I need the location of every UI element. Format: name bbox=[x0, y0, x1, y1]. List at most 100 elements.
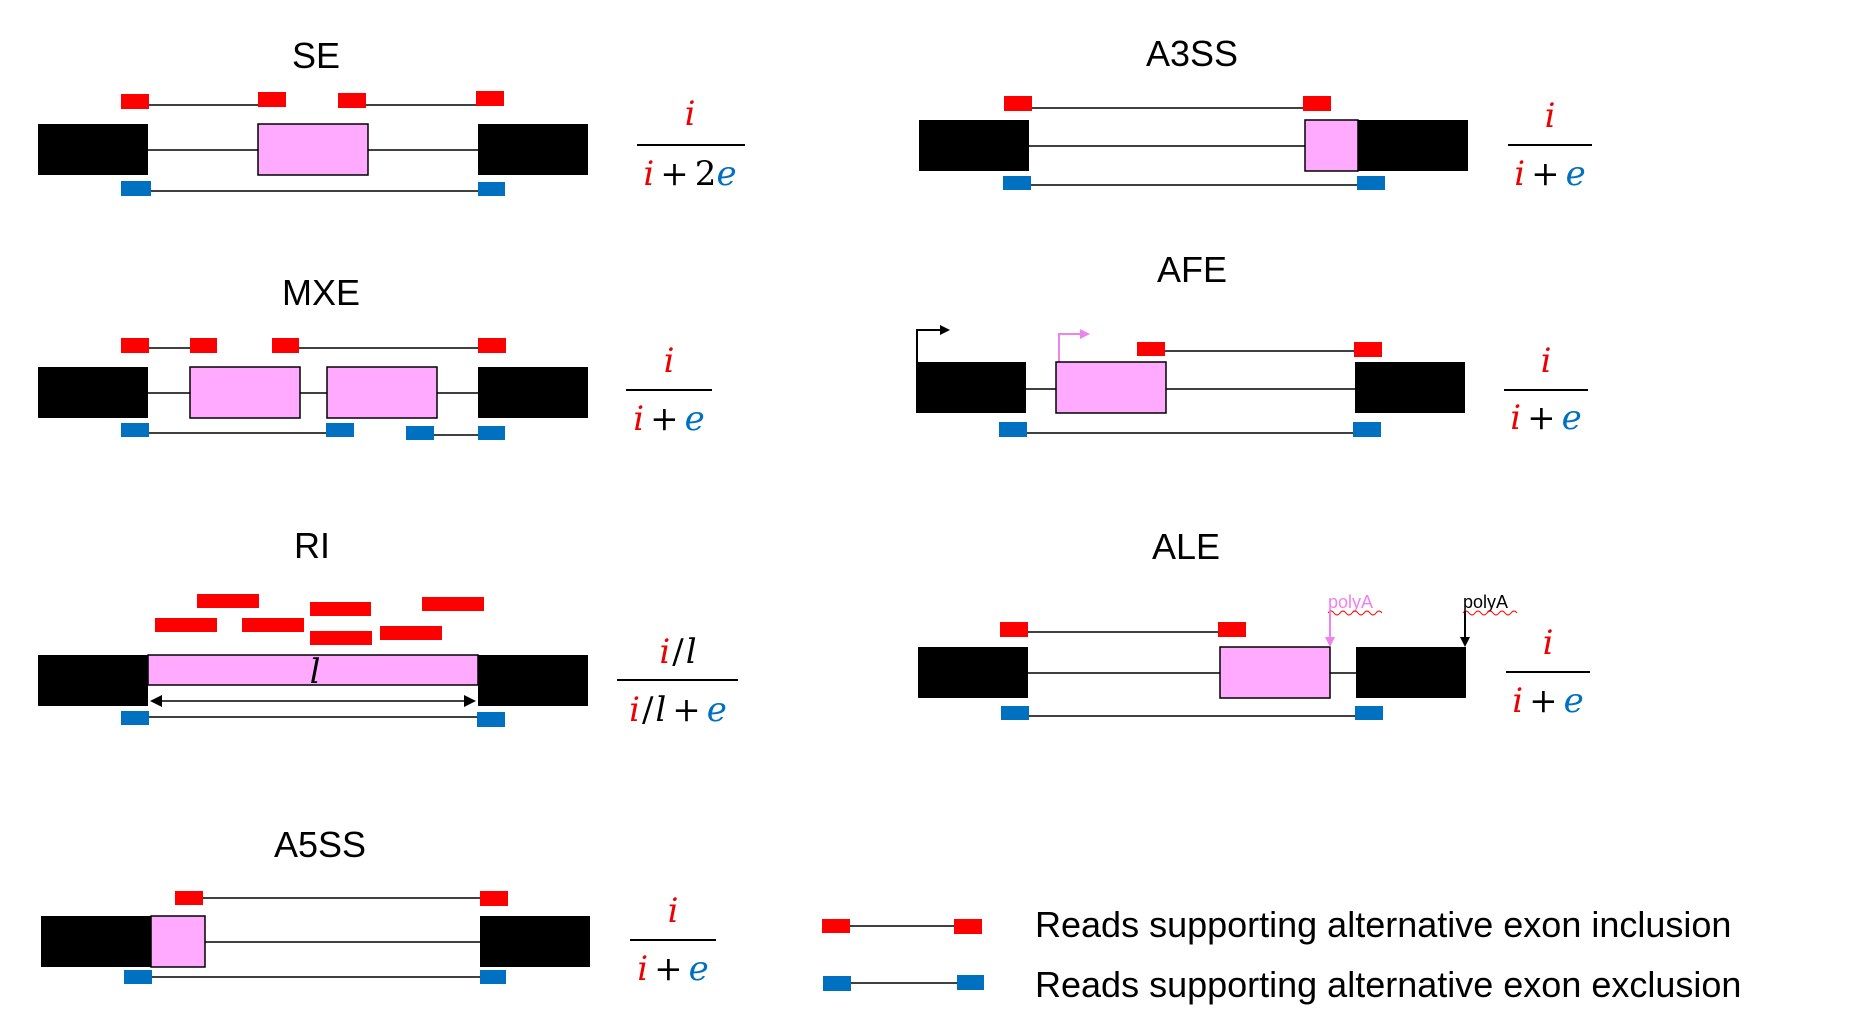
inclusion-read bbox=[1004, 96, 1032, 111]
tss-arrowhead-icon bbox=[940, 325, 950, 335]
exclusion-read bbox=[480, 970, 506, 984]
alternative-3ss-extension bbox=[1304, 119, 1359, 172]
a5ss-formula-denominator: i + e bbox=[637, 949, 709, 989]
last-exon bbox=[1356, 647, 1466, 698]
inclusion-read bbox=[175, 891, 203, 905]
constitutive-exon-downstream bbox=[478, 124, 588, 175]
ale-formula-numerator: i bbox=[1543, 623, 1554, 663]
legend-inclusion-read bbox=[822, 919, 850, 933]
legend: Reads supporting alternative exon inclus… bbox=[822, 904, 1741, 1005]
alternative-5ss-extension bbox=[150, 915, 206, 968]
exclusion-read bbox=[406, 426, 434, 440]
legend-exclusion-read bbox=[957, 975, 984, 990]
exclusion-read bbox=[124, 970, 152, 984]
polya-alt-arrowhead-icon bbox=[1325, 637, 1335, 647]
constitutive-exon-upstream bbox=[38, 124, 148, 175]
exclusion-read bbox=[121, 423, 149, 437]
constitutive-exon-downstream bbox=[478, 655, 588, 706]
inclusion-read bbox=[258, 92, 286, 107]
inclusion-read bbox=[1354, 342, 1382, 357]
inclusion-read bbox=[155, 618, 217, 632]
alternative-exon bbox=[257, 123, 369, 176]
spellcheck-underline bbox=[1462, 610, 1518, 616]
length-arrow-head-left bbox=[150, 695, 162, 707]
constitutive-exon-upstream bbox=[38, 367, 148, 418]
a3ss-panel: A3SS i i + e bbox=[919, 33, 1592, 194]
legend-exclusion-read bbox=[823, 976, 851, 991]
tss-arrow-icon bbox=[916, 329, 942, 362]
length-arrow-head-right bbox=[464, 695, 476, 707]
inclusion-read bbox=[310, 602, 371, 616]
inclusion-read bbox=[1303, 96, 1331, 111]
legend-inclusion-text: Reads supporting alternative exon inclus… bbox=[1035, 904, 1731, 945]
inclusion-read bbox=[480, 891, 508, 906]
afe-panel: AFE i i + e bbox=[916, 249, 1588, 438]
constitutive-exon-downstream bbox=[1355, 362, 1465, 413]
inclusion-read bbox=[242, 618, 304, 632]
exclusion-read bbox=[1001, 706, 1029, 720]
inclusion-read bbox=[1218, 622, 1246, 637]
exclusion-read bbox=[1353, 422, 1381, 437]
legend-inclusion-read bbox=[954, 919, 982, 934]
exclusion-read bbox=[1003, 176, 1031, 190]
first-exon bbox=[916, 362, 1026, 413]
ri-title: RI bbox=[294, 525, 330, 566]
exclusion-read bbox=[477, 712, 505, 727]
mxe-formula-numerator: i bbox=[664, 341, 675, 381]
inclusion-read bbox=[338, 93, 366, 108]
ri-formula-denominator: i/l + e bbox=[629, 690, 727, 730]
a3ss-formula-denominator: i + e bbox=[1514, 154, 1586, 194]
se-formula-numerator: i bbox=[685, 94, 696, 134]
ri-formula-numerator: i/l bbox=[659, 632, 696, 672]
exclusion-read bbox=[1355, 706, 1383, 720]
inclusion-read bbox=[121, 94, 149, 109]
inclusion-read bbox=[190, 338, 217, 353]
alternative-first-exon bbox=[1055, 361, 1167, 414]
se-title: SE bbox=[292, 35, 340, 76]
ri-length-label: l bbox=[310, 652, 321, 692]
polya-label: polyA bbox=[1463, 592, 1508, 612]
inclusion-read bbox=[310, 631, 372, 645]
alternative-exon-1 bbox=[189, 366, 301, 419]
alt-tss-arrowhead-icon bbox=[1080, 329, 1090, 339]
inclusion-read bbox=[1137, 342, 1165, 356]
alternative-last-exon bbox=[1219, 646, 1331, 699]
constitutive-exon-downstream bbox=[478, 367, 588, 418]
a5ss-panel: A5SS i i + e bbox=[41, 824, 716, 989]
mxe-formula-denominator: i + e bbox=[633, 399, 705, 439]
inclusion-read bbox=[1000, 622, 1028, 637]
legend-exclusion-text: Reads supporting alternative exon exclus… bbox=[1035, 964, 1741, 1005]
inclusion-read bbox=[272, 338, 299, 353]
constitutive-exon-upstream bbox=[919, 120, 1029, 171]
inclusion-read bbox=[422, 597, 484, 611]
a5ss-title: A5SS bbox=[274, 824, 366, 865]
a5ss-formula-numerator: i bbox=[668, 891, 679, 931]
exclusion-read bbox=[478, 182, 505, 196]
polya-arrowhead-icon bbox=[1460, 637, 1470, 647]
constitutive-exon-downstream bbox=[1358, 120, 1468, 171]
alt-tss-arrow-icon bbox=[1058, 333, 1082, 362]
constitutive-exon-upstream bbox=[918, 647, 1028, 698]
afe-title: AFE bbox=[1157, 249, 1227, 290]
legend-inclusion: Reads supporting alternative exon inclus… bbox=[822, 904, 1731, 945]
polya-alt-label: polyA bbox=[1328, 592, 1373, 612]
ri-panel: RI l i/l i/l + e bbox=[38, 525, 738, 730]
mxe-title: MXE bbox=[282, 272, 360, 313]
exclusion-read bbox=[326, 423, 354, 437]
constitutive-exon-upstream bbox=[38, 655, 148, 706]
inclusion-read bbox=[476, 91, 504, 106]
a3ss-title: A3SS bbox=[1146, 33, 1238, 74]
alternative-exon-2 bbox=[326, 366, 438, 419]
exclusion-read bbox=[1357, 176, 1385, 190]
se-formula-denominator: i +2e bbox=[643, 154, 736, 194]
ale-title: ALE bbox=[1152, 526, 1220, 567]
mxe-panel: MXE i i + e bbox=[38, 272, 712, 440]
ale-panel: ALE polyA polyA i i + e bbox=[918, 526, 1590, 721]
afe-formula-denominator: i + e bbox=[1510, 398, 1582, 438]
constitutive-exon-downstream bbox=[480, 916, 590, 967]
se-panel: SE i i +2e bbox=[38, 35, 745, 196]
exclusion-read bbox=[999, 422, 1027, 437]
exclusion-read bbox=[121, 181, 151, 196]
constitutive-exon-upstream bbox=[41, 916, 151, 967]
